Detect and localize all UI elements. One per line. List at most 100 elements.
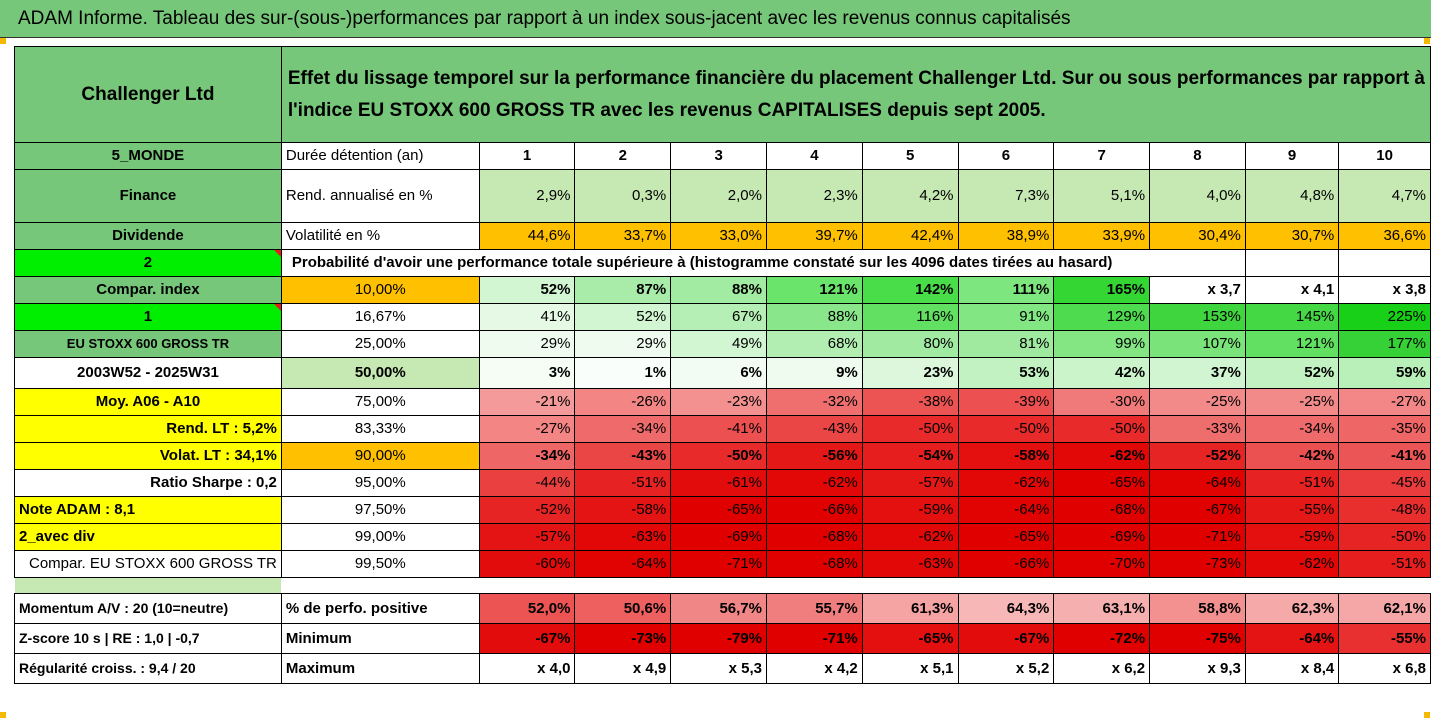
proba-value: -62% (1244, 550, 1340, 578)
summary-row: Régularité croiss. : 9,4 / 20 Maximum x 4,… (14, 653, 1431, 684)
proba-value: -43% (766, 415, 863, 443)
proba-value: -73% (1149, 550, 1246, 578)
proba-value: -27% (1338, 388, 1431, 416)
summary-value: x 8,4 (1244, 653, 1340, 684)
vol-row: Dividende Volatilité en % 44,6% 33,7% 33,0… (14, 222, 1431, 250)
proba-value: 81% (957, 330, 1055, 358)
proba-value: -59% (861, 496, 959, 524)
summary-row: Momentum A/V : 20 (10=neutre)% de perfo.… (14, 593, 1431, 624)
proba-value: -51% (1338, 550, 1431, 578)
proba-value: 99% (1053, 330, 1151, 358)
proba-threshold: 83,33% (280, 415, 480, 443)
proba-value: -64% (957, 496, 1055, 524)
proba-value: -33% (1149, 415, 1246, 443)
proba-threshold: 95,00% (280, 469, 480, 497)
proba-value: 111% (957, 276, 1055, 304)
year-8: 8 (1149, 142, 1246, 170)
proba-value: -66% (766, 496, 863, 524)
summary-row-label: Minimum (280, 623, 480, 654)
proba-value: -25% (1244, 388, 1340, 416)
summary-value: 61,3% (861, 593, 959, 624)
proba-value: -60% (478, 550, 576, 578)
summary-value: x 6,2 (1053, 653, 1151, 684)
region-label: 5_MONDE (14, 142, 282, 170)
proba-value: -50% (670, 442, 767, 470)
proba-value: 225% (1338, 303, 1431, 331)
proba-value: -50% (1053, 415, 1151, 443)
summary-value: -67% (957, 623, 1055, 654)
summary-left-label: Momentum A/V : 20 (10=neutre) (14, 593, 282, 624)
vol-label: Volatilité en % (280, 222, 480, 250)
proba-value: -68% (766, 550, 863, 578)
proba-value: 29% (574, 330, 672, 358)
proba-value: -23% (670, 388, 767, 416)
proba-value: -63% (861, 550, 959, 578)
proba-value: 23% (861, 357, 959, 389)
year-10: 10 (1338, 142, 1431, 170)
proba-threshold: 50,00% (280, 357, 480, 389)
vol-value-4: 39,7% (766, 222, 863, 250)
proba-row: 2_avec div 99,00% -57% -63% -69% -68% -62% -65%… (14, 523, 1431, 551)
compar-index-label: Compar. index (14, 276, 282, 304)
proba-threshold: 99,50% (280, 550, 480, 578)
year-6: 6 (957, 142, 1055, 170)
summary-value: 52,0% (478, 593, 576, 624)
proba-value: 59% (1338, 357, 1431, 389)
summary-value: 62,3% (1244, 593, 1340, 624)
summary-value: -75% (1149, 623, 1246, 654)
proba-threshold: 99,00% (280, 523, 480, 551)
proba-value: -65% (957, 523, 1055, 551)
vol-value-3: 33,0% (670, 222, 767, 250)
year-7: 7 (1053, 142, 1151, 170)
proba-value: -39% (957, 388, 1055, 416)
proba-value: -52% (478, 496, 576, 524)
proba-value: -34% (1244, 415, 1340, 443)
corner-marker-left (0, 38, 6, 44)
proba-threshold: 25,00% (280, 330, 480, 358)
proba-value: -41% (670, 415, 767, 443)
avec-div-label: 2_avec div (14, 523, 282, 551)
summary-row-label: % de perfo. positive (280, 593, 480, 624)
proba-value: 91% (957, 303, 1055, 331)
year-3: 3 (670, 142, 767, 170)
proba-row: Note ADAM : 8,1 97,50% -52% -58% -65% -66% -59… (14, 496, 1431, 524)
proba-value: -34% (574, 415, 672, 443)
proba-value: -58% (957, 442, 1055, 470)
company-cell: Challenger Ltd (14, 46, 282, 143)
spacer-left (14, 577, 282, 594)
proba-value: -71% (670, 550, 767, 578)
vol-value-8: 30,4% (1149, 222, 1246, 250)
rend-value-6: 7,3% (957, 169, 1055, 223)
proba-threshold: 16,67% (280, 303, 480, 331)
spacer-row (14, 577, 1431, 594)
proba-value: -50% (957, 415, 1055, 443)
proba-value: -69% (1053, 523, 1151, 551)
proba-value: 52% (478, 276, 576, 304)
corner-marker-bottom-left (0, 712, 6, 718)
proba-value: -32% (766, 388, 863, 416)
proba-value: 41% (478, 303, 576, 331)
proba-heading-row: 2 Probabilité d'avoir une performance to… (14, 249, 1431, 277)
proba-value: 142% (861, 276, 959, 304)
proba-value: -42% (1244, 442, 1340, 470)
rend-lt-label: Rend. LT : 5,2% (14, 415, 282, 443)
proba-value: 52% (1244, 357, 1340, 389)
proba-value: -25% (1149, 388, 1246, 416)
proba-row: Compar. EU STOXX 600 GROSS TR 99,50% -60% -… (14, 550, 1431, 578)
proba-row: EU STOXX 600 GROSS TR 25,00% 29% 29% 49% 68% 8… (14, 330, 1431, 358)
summary-value: -71% (766, 623, 863, 654)
summary-value: 62,1% (1338, 593, 1431, 624)
proba-blank-9 (1244, 249, 1340, 277)
proba-value: -62% (861, 523, 959, 551)
compar-full-label: Compar. EU STOXX 600 GROSS TR (14, 550, 282, 578)
proba-value: -26% (574, 388, 672, 416)
proba-value: 68% (766, 330, 863, 358)
proba-threshold: 97,50% (280, 496, 480, 524)
rend-value-2: 0,3% (574, 169, 672, 223)
proba-value: -34% (478, 442, 576, 470)
period-label: 2003W52 - 2025W31 (14, 357, 282, 389)
summary-value: x 5,3 (670, 653, 767, 684)
proba-value: -52% (1149, 442, 1246, 470)
vol-value-7: 33,9% (1053, 222, 1151, 250)
proba-value: -30% (1053, 388, 1151, 416)
